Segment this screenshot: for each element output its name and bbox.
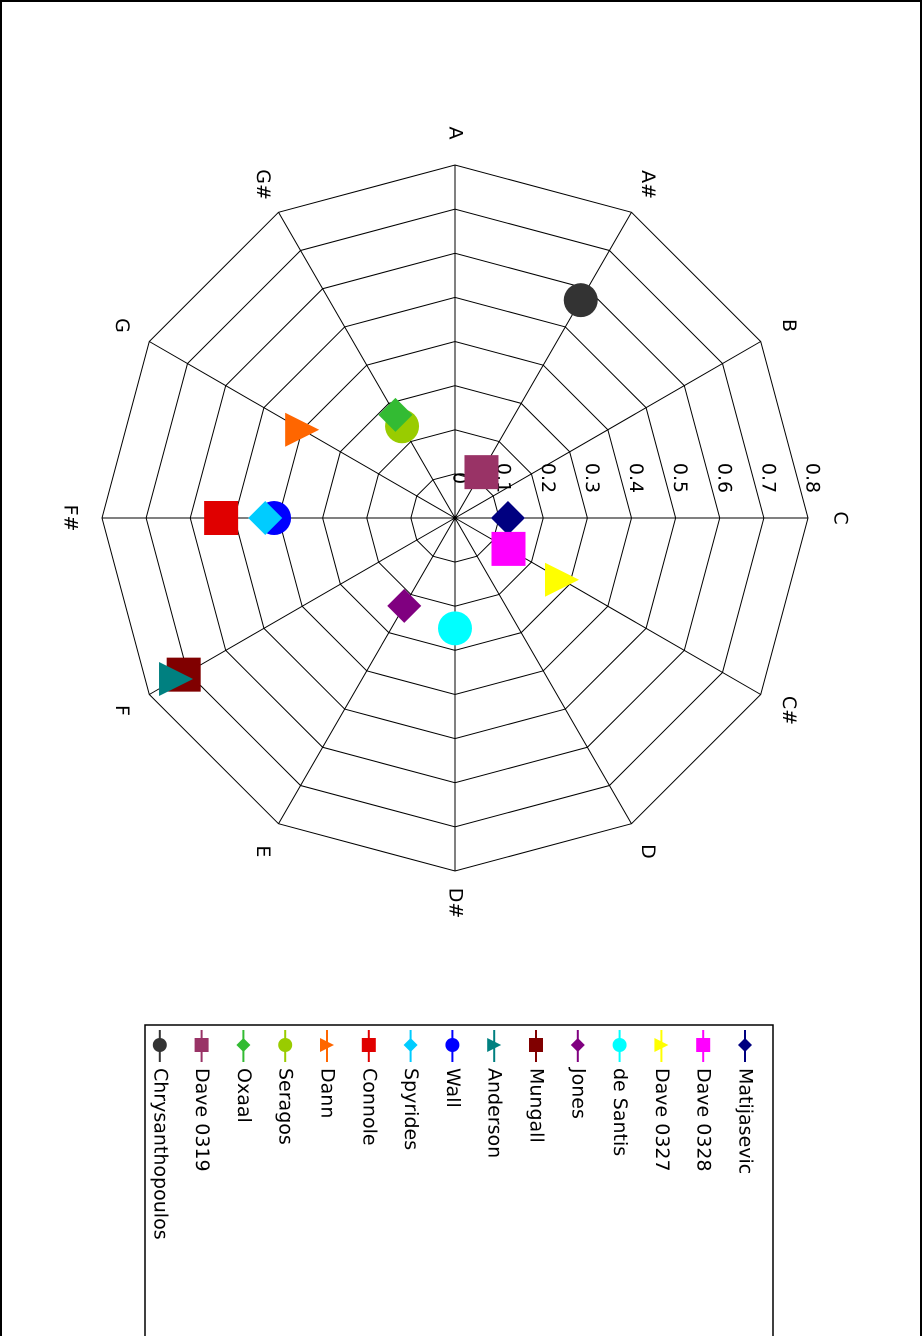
marker — [378, 397, 413, 432]
category-label: A — [445, 127, 467, 140]
category-label: F# — [60, 505, 82, 532]
marker — [570, 1038, 585, 1052]
marker — [361, 1038, 376, 1052]
spoke — [454, 517, 632, 824]
marker — [152, 1038, 167, 1052]
legend-label: Dave 0319 — [191, 1068, 213, 1172]
marker — [194, 1038, 209, 1052]
legend-label: Oxaal — [233, 1068, 255, 1123]
legend-label: Matijasevic — [735, 1068, 757, 1174]
marker — [490, 501, 525, 535]
marker — [236, 1038, 251, 1052]
marker — [204, 501, 239, 535]
legend-label: Dave 0327 — [651, 1068, 673, 1172]
category-label: G — [111, 318, 133, 333]
marker — [403, 1038, 418, 1052]
marker — [438, 611, 472, 646]
category-label: A# — [637, 170, 659, 199]
legend-label: de Santis — [609, 1068, 631, 1156]
r-tick-label: 0.3 — [581, 463, 603, 493]
r-tick-label: 0.2 — [537, 463, 559, 493]
legend-label: Jones — [567, 1067, 589, 1119]
marker — [738, 1038, 752, 1052]
spoke — [278, 517, 456, 824]
legend-label: Seragos — [275, 1068, 297, 1145]
category-label: C — [830, 511, 852, 524]
category-label: D — [637, 844, 659, 859]
legend-box — [144, 1024, 774, 1336]
marker — [654, 1038, 669, 1052]
marker — [464, 455, 499, 490]
r-tick-label: 0.8 — [802, 463, 824, 493]
marker — [491, 531, 526, 566]
legend-label: Dave 0328 — [693, 1068, 715, 1172]
r-tick-label: 0.5 — [669, 463, 691, 493]
marker — [529, 1038, 543, 1052]
r-tick-label: 0.7 — [757, 463, 779, 493]
legend-label: Anderson — [484, 1068, 506, 1158]
marker — [159, 662, 194, 697]
r-tick-label: 0.6 — [713, 463, 735, 493]
spoke — [454, 341, 761, 519]
legend-label: Connole — [358, 1068, 380, 1146]
category-label: B — [778, 319, 800, 332]
category-label: D# — [445, 888, 467, 919]
marker — [445, 1038, 460, 1052]
category-label: C# — [778, 696, 800, 725]
legend-label: Chrysanthopoulos — [149, 1068, 171, 1240]
marker — [248, 501, 283, 535]
marker — [696, 1038, 711, 1052]
legend-label: Dann — [317, 1068, 339, 1118]
marker — [278, 1038, 293, 1052]
marker — [612, 1038, 627, 1052]
spoke — [278, 212, 456, 519]
marker — [320, 1038, 334, 1052]
r-tick-label: 0.4 — [625, 463, 647, 493]
marker — [563, 283, 598, 318]
category-label: F — [111, 705, 133, 716]
marker — [285, 412, 320, 447]
marker — [387, 588, 422, 623]
marker — [487, 1038, 502, 1052]
legend-label: Spyrides — [400, 1068, 422, 1150]
marker — [544, 562, 579, 597]
legend-label: Wall — [442, 1068, 464, 1108]
category-label: G# — [252, 169, 274, 200]
category-label: E — [252, 845, 274, 857]
legend-label: Mungall — [526, 1068, 548, 1143]
